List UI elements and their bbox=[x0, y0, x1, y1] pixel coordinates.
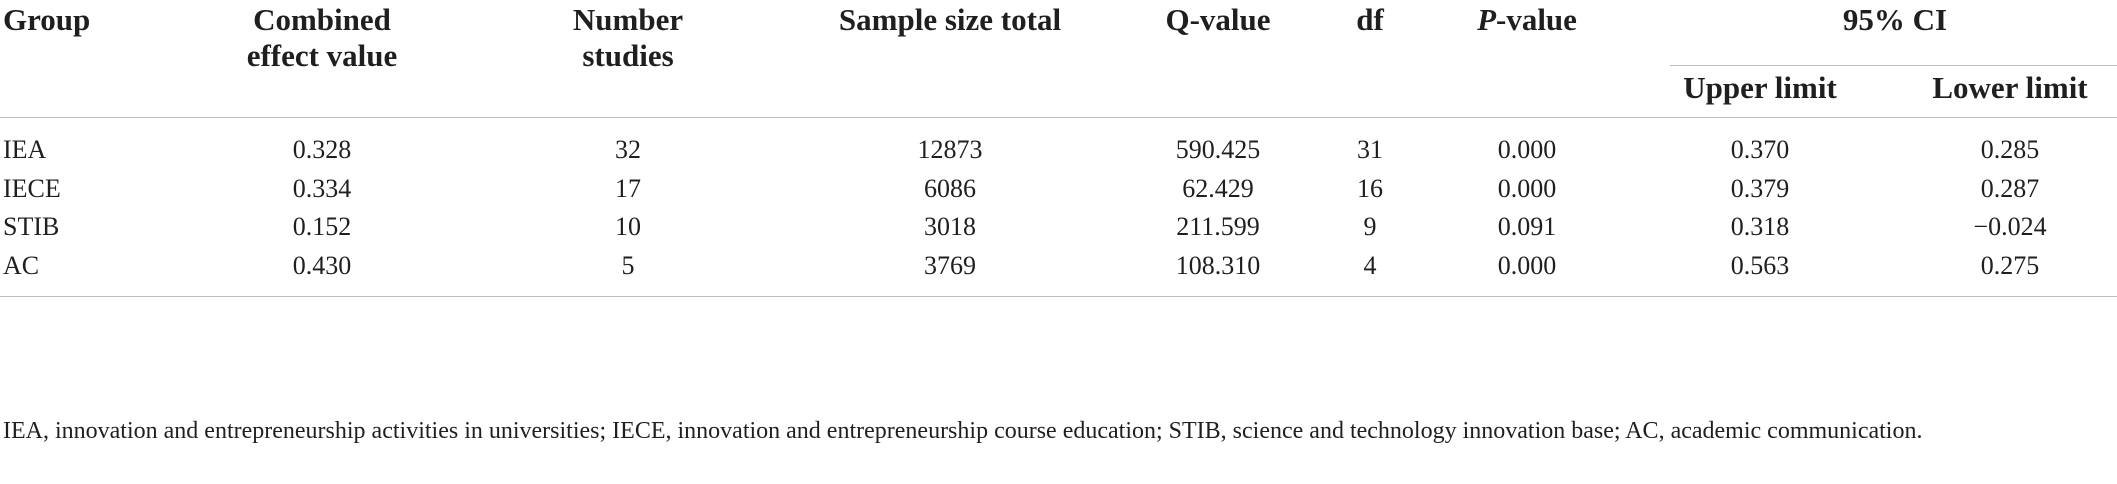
cell-upper: 0.370 bbox=[1730, 135, 1790, 164]
cell-lower: 0.275 bbox=[1980, 251, 2040, 280]
cell-sample: 3769 bbox=[924, 251, 976, 280]
ci-divider bbox=[1670, 65, 2117, 66]
cell-q: 211.599 bbox=[1176, 212, 1260, 241]
cell-q: 62.429 bbox=[1182, 174, 1254, 203]
cell-df: 16 bbox=[1357, 174, 1383, 203]
cell-p: 0.000 bbox=[1497, 135, 1557, 164]
header-upper-limit: Upper limit bbox=[1683, 70, 1837, 105]
table-bottom-rule bbox=[0, 296, 2117, 297]
cell-studies: 32 bbox=[615, 135, 641, 164]
cell-df: 31 bbox=[1357, 135, 1383, 164]
cell-lower: −0.024 bbox=[1973, 212, 2047, 241]
cell-lower: 0.285 bbox=[1980, 135, 2040, 164]
header-number-line1: Number bbox=[572, 2, 684, 37]
header-group: Group bbox=[3, 2, 91, 37]
header-95ci: 95% CI bbox=[1842, 2, 1948, 37]
header-combined-effect: Combined effect value bbox=[247, 2, 398, 74]
header-combined-line2: effect value bbox=[246, 38, 398, 73]
header-lower-limit: Lower limit bbox=[1932, 70, 2088, 105]
cell-effect: 0.152 bbox=[292, 212, 352, 241]
cell-group: AC bbox=[3, 251, 40, 280]
cell-p: 0.000 bbox=[1497, 251, 1557, 280]
cell-group: STIB bbox=[3, 212, 60, 241]
header-number-studies: Number studies bbox=[573, 2, 683, 74]
cell-studies: 17 bbox=[615, 174, 641, 203]
cell-studies: 10 bbox=[615, 212, 641, 241]
header-p-rest: -value bbox=[1496, 2, 1577, 37]
cell-upper: 0.563 bbox=[1730, 251, 1790, 280]
header-p-italic: P bbox=[1477, 2, 1496, 37]
cell-upper: 0.379 bbox=[1730, 174, 1790, 203]
cell-q: 590.425 bbox=[1175, 135, 1261, 164]
cell-sample: 6086 bbox=[924, 174, 976, 203]
cell-sample: 3018 bbox=[924, 212, 976, 241]
cell-p: 0.091 bbox=[1497, 212, 1557, 241]
table-footnote: IEA, innovation and entrepreneurship act… bbox=[3, 418, 1923, 444]
cell-sample: 12873 bbox=[917, 135, 983, 164]
cell-group: IEA bbox=[3, 135, 47, 164]
cell-q: 108.310 bbox=[1175, 251, 1261, 280]
cell-upper: 0.318 bbox=[1730, 212, 1790, 241]
header-p-value: P-value bbox=[1477, 2, 1577, 38]
cell-studies: 5 bbox=[621, 251, 635, 280]
cell-p: 0.000 bbox=[1497, 174, 1557, 203]
cell-group: IECE bbox=[3, 174, 61, 203]
cell-effect: 0.328 bbox=[292, 135, 352, 164]
cell-lower: 0.287 bbox=[1980, 174, 2040, 203]
cell-effect: 0.334 bbox=[292, 174, 352, 203]
header-sample-size: Sample size total bbox=[838, 2, 1062, 37]
header-number-line2: studies bbox=[582, 38, 674, 73]
header-combined-line1: Combined bbox=[253, 2, 391, 37]
header-df: df bbox=[1356, 2, 1384, 37]
cell-df: 9 bbox=[1363, 212, 1377, 241]
cell-df: 4 bbox=[1363, 251, 1377, 280]
header-bottom-rule bbox=[0, 117, 2117, 118]
cell-effect: 0.430 bbox=[292, 251, 352, 280]
header-q-value: Q-value bbox=[1165, 2, 1271, 37]
